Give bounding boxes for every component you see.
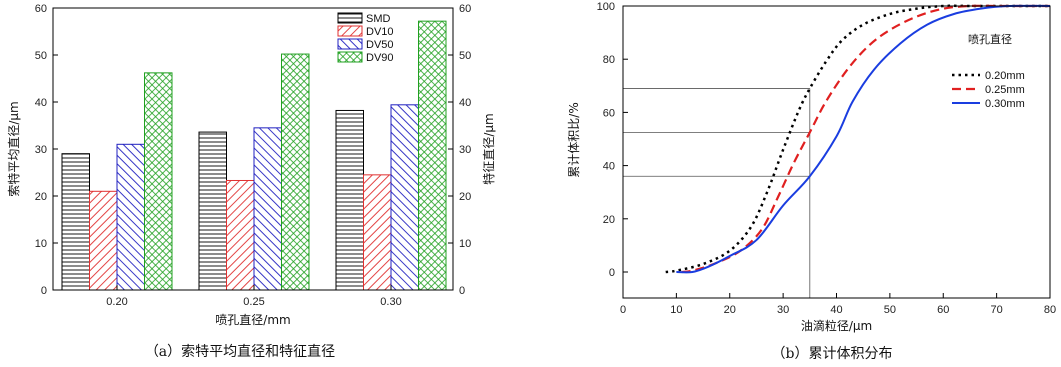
y-tick-label-right: 0 [459, 285, 465, 297]
legend-label-dv10: DV10 [366, 26, 394, 38]
legend-swatch-dv10 [337, 25, 363, 37]
y-tick-label-right: 10 [459, 238, 471, 250]
series-line-0.25mm [681, 4, 1050, 274]
series-lines [665, 4, 1051, 274]
y-tick-label-right: 30 [459, 144, 471, 156]
y-tick-label: 50 [35, 50, 47, 62]
bar-dv50-0.30 [390, 104, 419, 291]
legend-swatch-smd [337, 12, 363, 24]
legend-label-dv50: DV50 [366, 39, 394, 51]
bar-dv10-0.20 [89, 190, 118, 291]
legend-label-0.20mm: 0.20mm [985, 70, 1025, 82]
x-tick-label: 0.25 [243, 296, 264, 308]
legend-label-dv90: DV90 [366, 52, 394, 64]
y-tick-label: 20 [603, 214, 615, 226]
bar-dv50-0.20 [116, 143, 145, 291]
y-tick-label: 80 [603, 54, 615, 66]
caption-a: （a）索特平均直径和特征直径 [145, 343, 335, 360]
bar-dv10-0.25 [226, 179, 255, 291]
x-tick-label: 50 [884, 304, 896, 316]
y-tick-label: 60 [35, 3, 47, 15]
x-tick-label: 0.30 [380, 296, 401, 308]
x-tick-label: 0 [620, 304, 626, 316]
legend-swatch-dv90 [337, 51, 363, 63]
y-axis-label-right: 特征直径/μm [481, 113, 496, 184]
bar-smd-0.30 [335, 109, 364, 291]
y-tick-label: 30 [35, 144, 47, 156]
legend: 喷孔直径 0.20mm 0.25mm 0.30mm [952, 32, 1025, 110]
x-axis-label: 油滴粒径/μm [801, 318, 872, 333]
x-tick-label: 20 [724, 304, 736, 316]
bar-dv50-0.25 [253, 127, 282, 291]
legend-label-0.30mm: 0.30mm [985, 98, 1025, 110]
legend-label-0.25mm: 0.25mm [985, 84, 1025, 96]
y-tick-label: 0 [609, 267, 615, 279]
x-tick-label: 10 [670, 304, 682, 316]
legend-swatch-dv50 [337, 38, 363, 50]
bar-dv90-0.30 [418, 20, 447, 291]
y-axis-label: 累计体积比/% [567, 102, 581, 177]
legend-title: 喷孔直径 [968, 32, 1012, 46]
y-tick-label: 40 [35, 97, 47, 109]
series-line-0.20mm [665, 4, 1050, 274]
bar-smd-0.20 [61, 153, 90, 291]
line-chart-panel: 0 20 40 60 80 100 0 10 20 30 40 50 60 70 80 油滴粒径/μm 累计… [567, 1, 1056, 362]
y-tick-label: 0 [41, 285, 47, 297]
y-tick-label: 10 [35, 238, 47, 250]
y-tick-label-right: 60 [459, 3, 471, 15]
y-tick-label: 40 [603, 161, 615, 173]
bar-chart-panel: 0 0 10 10 20 20 30 30 40 40 50 50 60 60 0.20 0.25 0.30 喷… [6, 3, 496, 360]
legend-label-smd: SMD [366, 13, 391, 25]
series-line-0.30mm [676, 4, 1051, 274]
y-tick-label-right: 40 [459, 97, 471, 109]
x-tick-label: 0.20 [106, 296, 127, 308]
caption-b: （b）累计体积分布 [772, 346, 893, 362]
reference-lines [623, 88, 811, 298]
bars [61, 20, 447, 291]
y-tick-label: 20 [35, 191, 47, 203]
y-tick-label-right: 50 [459, 50, 471, 62]
bar-smd-0.25 [198, 131, 227, 291]
y-axis-label: 索特平均直径/μm [6, 101, 21, 196]
bar-dv90-0.20 [144, 72, 173, 291]
bar-dv10-0.30 [363, 174, 392, 291]
x-tick-label: 60 [937, 304, 949, 316]
x-tick-label: 80 [1044, 304, 1056, 316]
bar-dv90-0.25 [281, 53, 310, 291]
y-tick-label-right: 20 [459, 191, 471, 203]
y-tick-label: 60 [603, 107, 615, 119]
y-tick-label: 100 [597, 1, 615, 13]
x-tick-label: 40 [830, 304, 842, 316]
x-axis-label: 喷孔直径/mm [215, 313, 290, 327]
x-tick-label: 30 [777, 304, 789, 316]
x-tick-label: 70 [991, 304, 1003, 316]
